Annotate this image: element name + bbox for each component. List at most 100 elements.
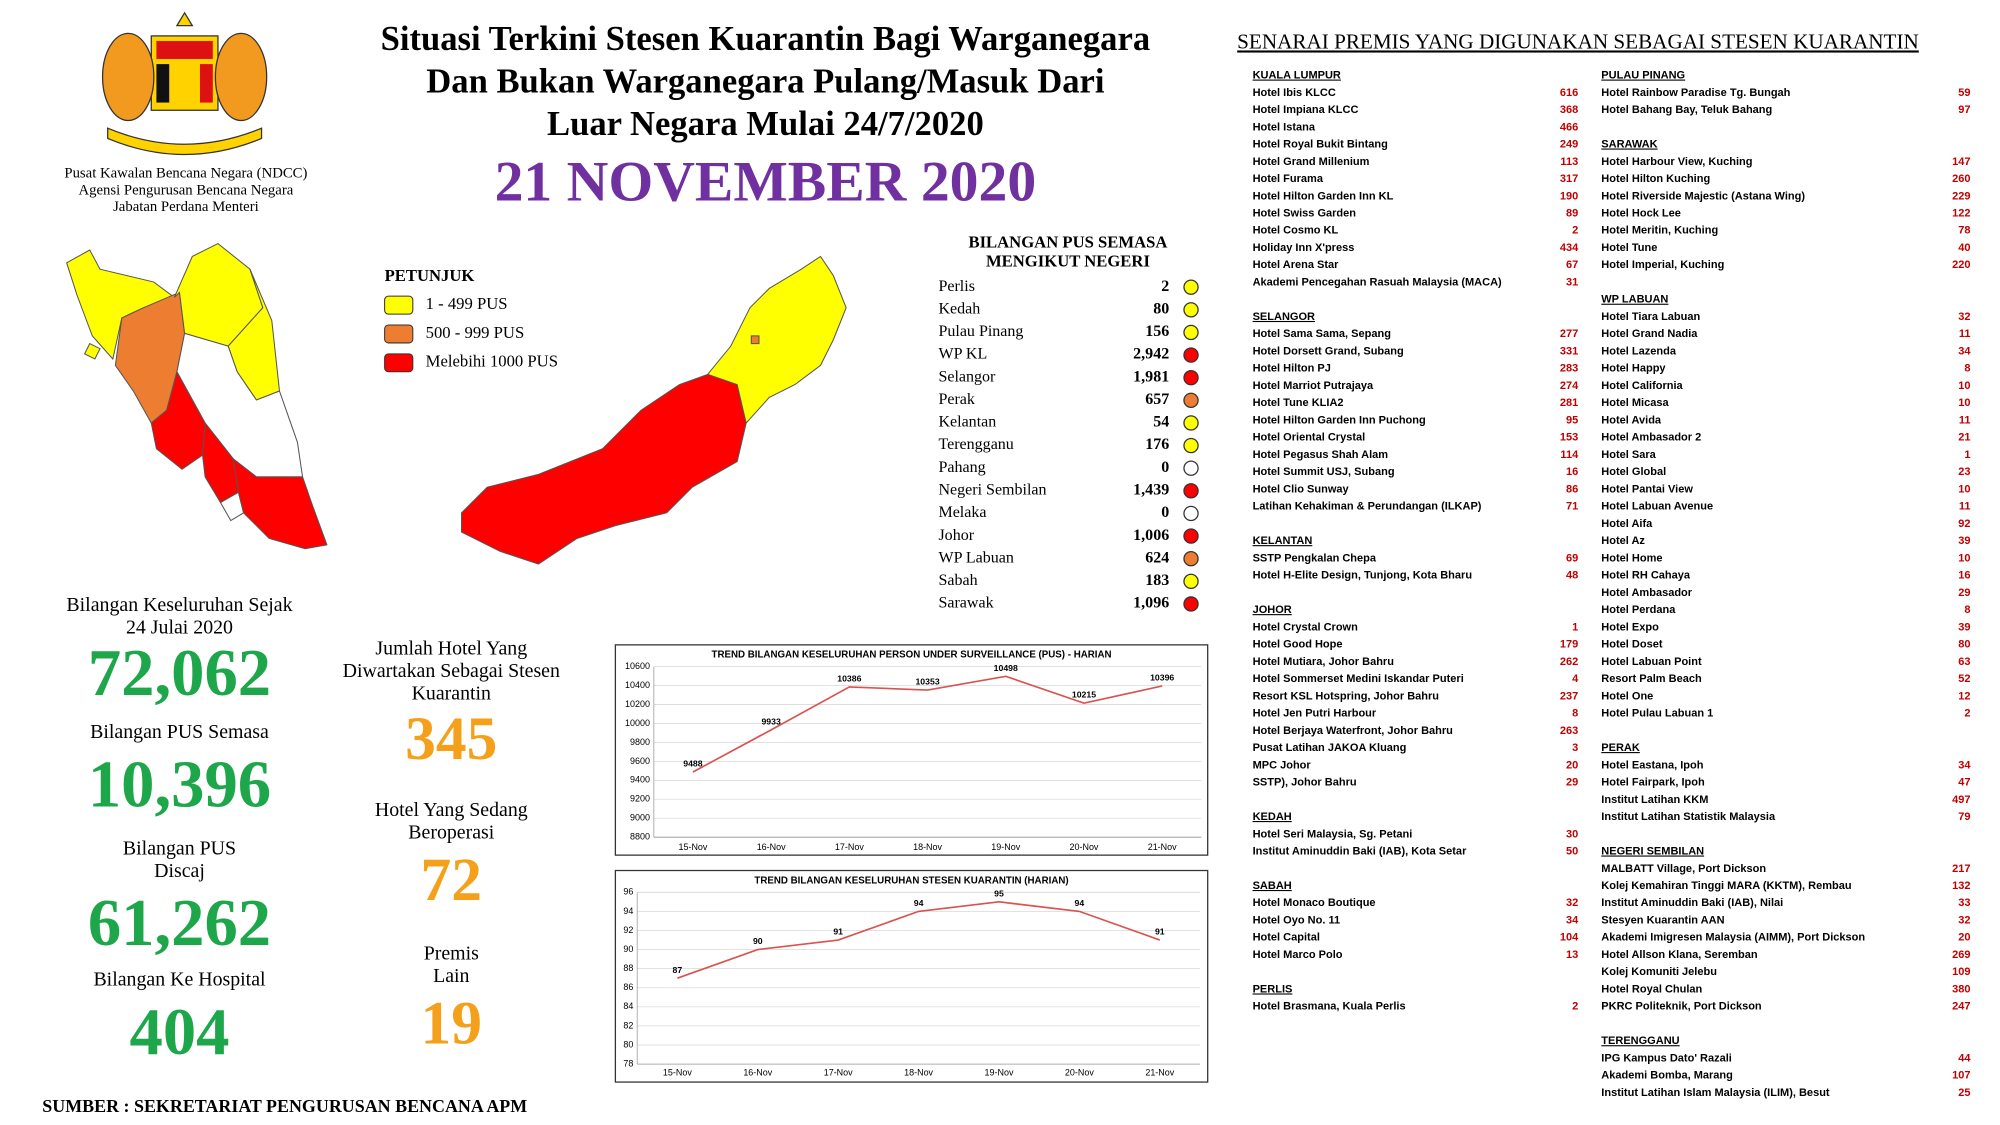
state-dot (1183, 551, 1199, 567)
crest-tiger (101, 32, 155, 122)
premise-count: 153 (1560, 432, 1578, 444)
premise-name: Hotel Furama (1253, 173, 1324, 185)
y-tick-label: 88 (623, 963, 633, 973)
state-dot (1183, 573, 1199, 590)
premise-name: Hotel Arena Star (1253, 259, 1340, 271)
premise-name: Akademi Pencegahan Rasuah Malaysia (MACA… (1253, 276, 1502, 288)
premise-count: 10 (1958, 397, 1970, 409)
data-label: 95 (994, 888, 1004, 898)
state-value: 1,006 (1133, 527, 1169, 544)
map-region (750, 335, 760, 345)
crest (101, 11, 268, 156)
line-series (677, 901, 1161, 979)
premise-count: 8 (1964, 363, 1970, 375)
y-tick-label: 92 (623, 925, 633, 935)
premise-name: Hotel Oyo No. 11 (1253, 914, 1341, 926)
premise-count: 217 (1952, 863, 1970, 875)
premise-count: 237 (1560, 690, 1578, 702)
premise-count: 86 (1566, 483, 1578, 495)
premise-count: 32 (1958, 311, 1970, 323)
premise-count: 11 (1959, 414, 1971, 426)
hotels-label: Beroperasi (408, 822, 495, 844)
totals-label: Bilangan PUS (123, 838, 236, 860)
state-value: 2 (1161, 278, 1169, 295)
premise-count: 23 (1958, 466, 1970, 478)
state-dot (1183, 437, 1199, 454)
premise-count: 31 (1566, 276, 1578, 288)
premise-count: 114 (1560, 449, 1579, 461)
hotels-value: 72 (421, 846, 483, 914)
data-label: 9933 (761, 716, 781, 726)
premise-count: 179 (1560, 639, 1578, 651)
premise-count: 30 (1566, 828, 1578, 840)
legend-swatch (384, 353, 414, 373)
state-name: Selangor (938, 368, 996, 385)
premise-count: 40 (1958, 242, 1970, 254)
x-tick-label: 20-Nov (1065, 1067, 1094, 1077)
premise-name: Hotel Tiara Labuan (1601, 311, 1700, 323)
state-value: 80 (1153, 300, 1169, 317)
premise-count: 2 (1572, 225, 1578, 237)
state-value: 1,981 (1133, 368, 1169, 385)
section-name: PERAK (1601, 742, 1640, 754)
x-tick-label: 20-Nov (1070, 842, 1099, 852)
state-dot (1183, 460, 1199, 476)
section-name: WP LABUAN (1601, 294, 1668, 306)
data-label: 10498 (994, 663, 1018, 673)
premise-name: Hotel Capital (1253, 932, 1320, 944)
premise-count: 274 (1560, 380, 1579, 392)
premise-name: Hotel Hilton Kuching (1601, 173, 1710, 185)
premise-count: 44 (1958, 1052, 1971, 1064)
state-name: Pulau Pinang (938, 323, 1023, 340)
premise-name: Hotel Labuan Point (1601, 656, 1702, 668)
premise-name: Hotel One (1601, 690, 1653, 702)
premise-name: Hotel Dorsett Grand, Subang (1253, 345, 1404, 357)
premise-name: Hotel Lazenda (1601, 345, 1677, 357)
premise-count: 122 (1952, 207, 1970, 219)
title-line: Luar Negara Mulai 24/7/2020 (547, 105, 984, 143)
premise-name: Institut Latihan Islam Malaysia (ILIM), … (1601, 1087, 1830, 1099)
state-dot (1183, 279, 1199, 295)
premise-name: Hotel Fairpark, Ipoh (1601, 777, 1705, 789)
section-name: KELANTAN (1253, 535, 1313, 547)
data-label: 10215 (1072, 690, 1096, 700)
premise-count: 1 (1572, 621, 1578, 633)
date: 21 NOVEMBER 2020 (495, 150, 1037, 213)
premise-count: 281 (1560, 397, 1578, 409)
premise-name: Hotel Royal Bukit Bintang (1253, 139, 1388, 151)
premise-name: Hotel Clio Sunway (1253, 483, 1350, 495)
premise-count: 11 (1959, 501, 1971, 513)
premise-name: Institut Latihan KKM (1601, 794, 1708, 806)
premise-count: 616 (1560, 87, 1578, 99)
state-dot (1183, 483, 1199, 499)
map-borneo (461, 255, 847, 565)
premise-count: 190 (1560, 190, 1578, 202)
premise-count: 50 (1566, 846, 1578, 858)
premise-name: Hotel Ibis KLCC (1253, 87, 1336, 99)
premise-count: 247 (1952, 1001, 1970, 1013)
premise-count: 21 (1958, 432, 1970, 444)
premise-count: 263 (1560, 725, 1578, 737)
chart-title: TREND BILANGAN KESELURUHAN PERSON UNDER … (712, 650, 1112, 661)
premise-count: 80 (1958, 639, 1970, 651)
premise-name: Hotel Riverside Majestic (Astana Wing) (1601, 190, 1805, 202)
premise-name: Hotel Meritin, Kuching (1601, 225, 1718, 237)
premise-count: 95 (1566, 414, 1578, 426)
state-name: Terengganu (938, 436, 1013, 453)
premise-count: 147 (1952, 156, 1970, 168)
crest-band (156, 64, 170, 103)
premise-name: Hotel Labuan Avenue (1601, 501, 1713, 513)
crest-band (156, 41, 213, 59)
x-tick-label: 17-Nov (824, 1067, 853, 1077)
totals-value: 404 (129, 996, 229, 1069)
state-name: Sarawak (938, 595, 994, 612)
legend-label: Melebihi 1000 PUS (426, 352, 558, 371)
premise-name: IPG Kampus Dato' Razali (1601, 1052, 1732, 1064)
premise-count: 79 (1958, 811, 1970, 823)
premise-name: Hotel Home (1601, 552, 1662, 564)
premise-count: 497 (1952, 794, 1970, 806)
premise-name: Akademi Imigresen Malaysia (AIMM), Port … (1601, 932, 1865, 944)
x-tick-label: 19-Nov (991, 842, 1020, 852)
premise-count: 10 (1958, 483, 1970, 495)
premise-name: Hotel Rainbow Paradise Tg. Bungah (1601, 87, 1790, 99)
